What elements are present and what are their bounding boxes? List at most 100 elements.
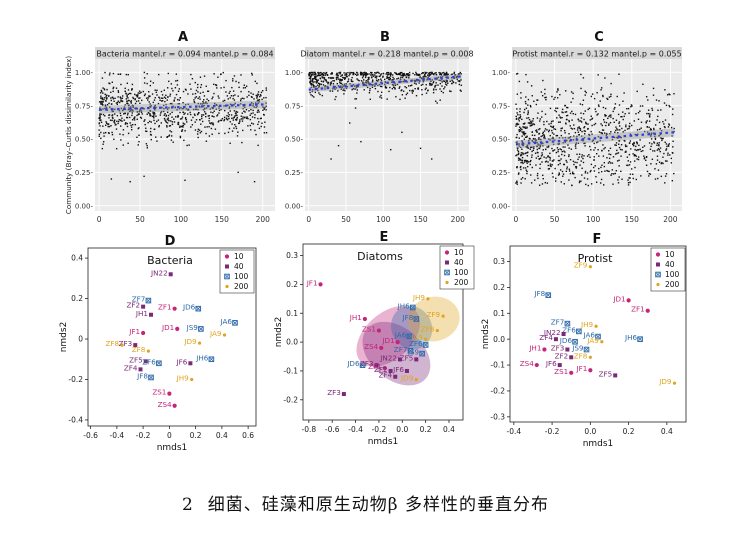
data-point [379, 85, 382, 88]
data-point [160, 100, 163, 102]
data-point [149, 84, 152, 87]
data-point [362, 72, 364, 74]
data-point [202, 91, 204, 93]
data-point [608, 123, 610, 125]
data-point [557, 174, 560, 176]
data-point [521, 128, 523, 131]
data-point [527, 147, 530, 149]
data-point [130, 128, 133, 131]
data-point [181, 129, 184, 131]
data-point [628, 126, 631, 128]
data-point [546, 182, 549, 184]
data-point [367, 80, 369, 83]
data-point [414, 79, 417, 82]
sample-label: ZF9 [574, 261, 588, 270]
data-point [123, 113, 125, 115]
data-point [122, 133, 124, 136]
data-point [149, 130, 152, 133]
data-point [360, 71, 363, 74]
data-point [330, 81, 333, 83]
data-point [256, 100, 259, 102]
y-axis-title: Community (Bray–Curtis dissimilarity ind… [64, 56, 73, 215]
data-point [564, 136, 567, 139]
data-point [541, 154, 544, 156]
data-point [157, 102, 160, 105]
data-point [169, 130, 171, 132]
data-point [603, 165, 606, 168]
data-point [610, 116, 612, 118]
data-point [593, 123, 595, 126]
data-point [524, 132, 527, 135]
data-point [403, 80, 405, 83]
data-point [368, 81, 370, 84]
data-point [529, 104, 532, 107]
data-point [618, 165, 620, 167]
data-point [137, 144, 139, 146]
data-point [232, 97, 234, 100]
data-point [607, 162, 610, 164]
sample-label: JD6 [559, 336, 573, 345]
data-point [360, 140, 362, 143]
x-tick-label: 50 [135, 215, 145, 224]
data-point [256, 82, 258, 85]
data-point [315, 82, 318, 84]
data-point [320, 80, 323, 82]
data-point [451, 79, 453, 82]
data-point [565, 115, 568, 117]
data-point [430, 73, 433, 75]
y-tick-label: 0.50- [285, 136, 304, 144]
data-point [372, 80, 374, 82]
data-point [214, 128, 217, 130]
data-point [393, 78, 395, 80]
data-point [127, 108, 130, 111]
data-point [588, 107, 591, 110]
data-point [618, 159, 620, 162]
data-point [189, 111, 191, 114]
data-point [664, 175, 667, 177]
data-point [618, 104, 621, 106]
data-point [531, 146, 533, 149]
data-point [535, 157, 538, 159]
data-point [235, 110, 238, 113]
data-point [376, 80, 379, 82]
data-point [342, 76, 344, 79]
data-point [202, 114, 205, 116]
data-point [168, 125, 171, 127]
data-point [339, 78, 341, 80]
data-point [166, 87, 169, 89]
data-point [203, 104, 205, 107]
data-point [319, 74, 322, 77]
data-point [263, 114, 265, 116]
data-point [251, 74, 253, 76]
data-point [165, 121, 168, 123]
data-point [656, 159, 659, 161]
data-point [327, 77, 330, 79]
data-point [443, 71, 445, 74]
data-point [101, 77, 104, 79]
data-point [569, 172, 572, 175]
data-point [149, 133, 152, 136]
plot-background [95, 59, 275, 211]
marker-circle [655, 252, 661, 257]
data-point [104, 115, 106, 117]
data-point [563, 129, 566, 132]
data-point [332, 80, 334, 82]
data-point [355, 98, 358, 100]
data-point [516, 112, 518, 114]
data-point [611, 138, 614, 141]
data-point [649, 129, 652, 131]
data-point [119, 96, 122, 99]
data-point [339, 82, 342, 84]
sample-label: JN22 [150, 268, 168, 277]
data-point [617, 152, 620, 154]
data-point [651, 109, 654, 111]
data-point [588, 133, 590, 136]
data-point [615, 142, 618, 144]
data-point [660, 175, 663, 178]
marker-boxed-star [148, 374, 154, 381]
data-point [647, 112, 650, 115]
marker-boxed-star-stroke [573, 339, 577, 344]
data-point [152, 111, 154, 113]
data-point [255, 106, 257, 109]
data-point [557, 88, 559, 90]
